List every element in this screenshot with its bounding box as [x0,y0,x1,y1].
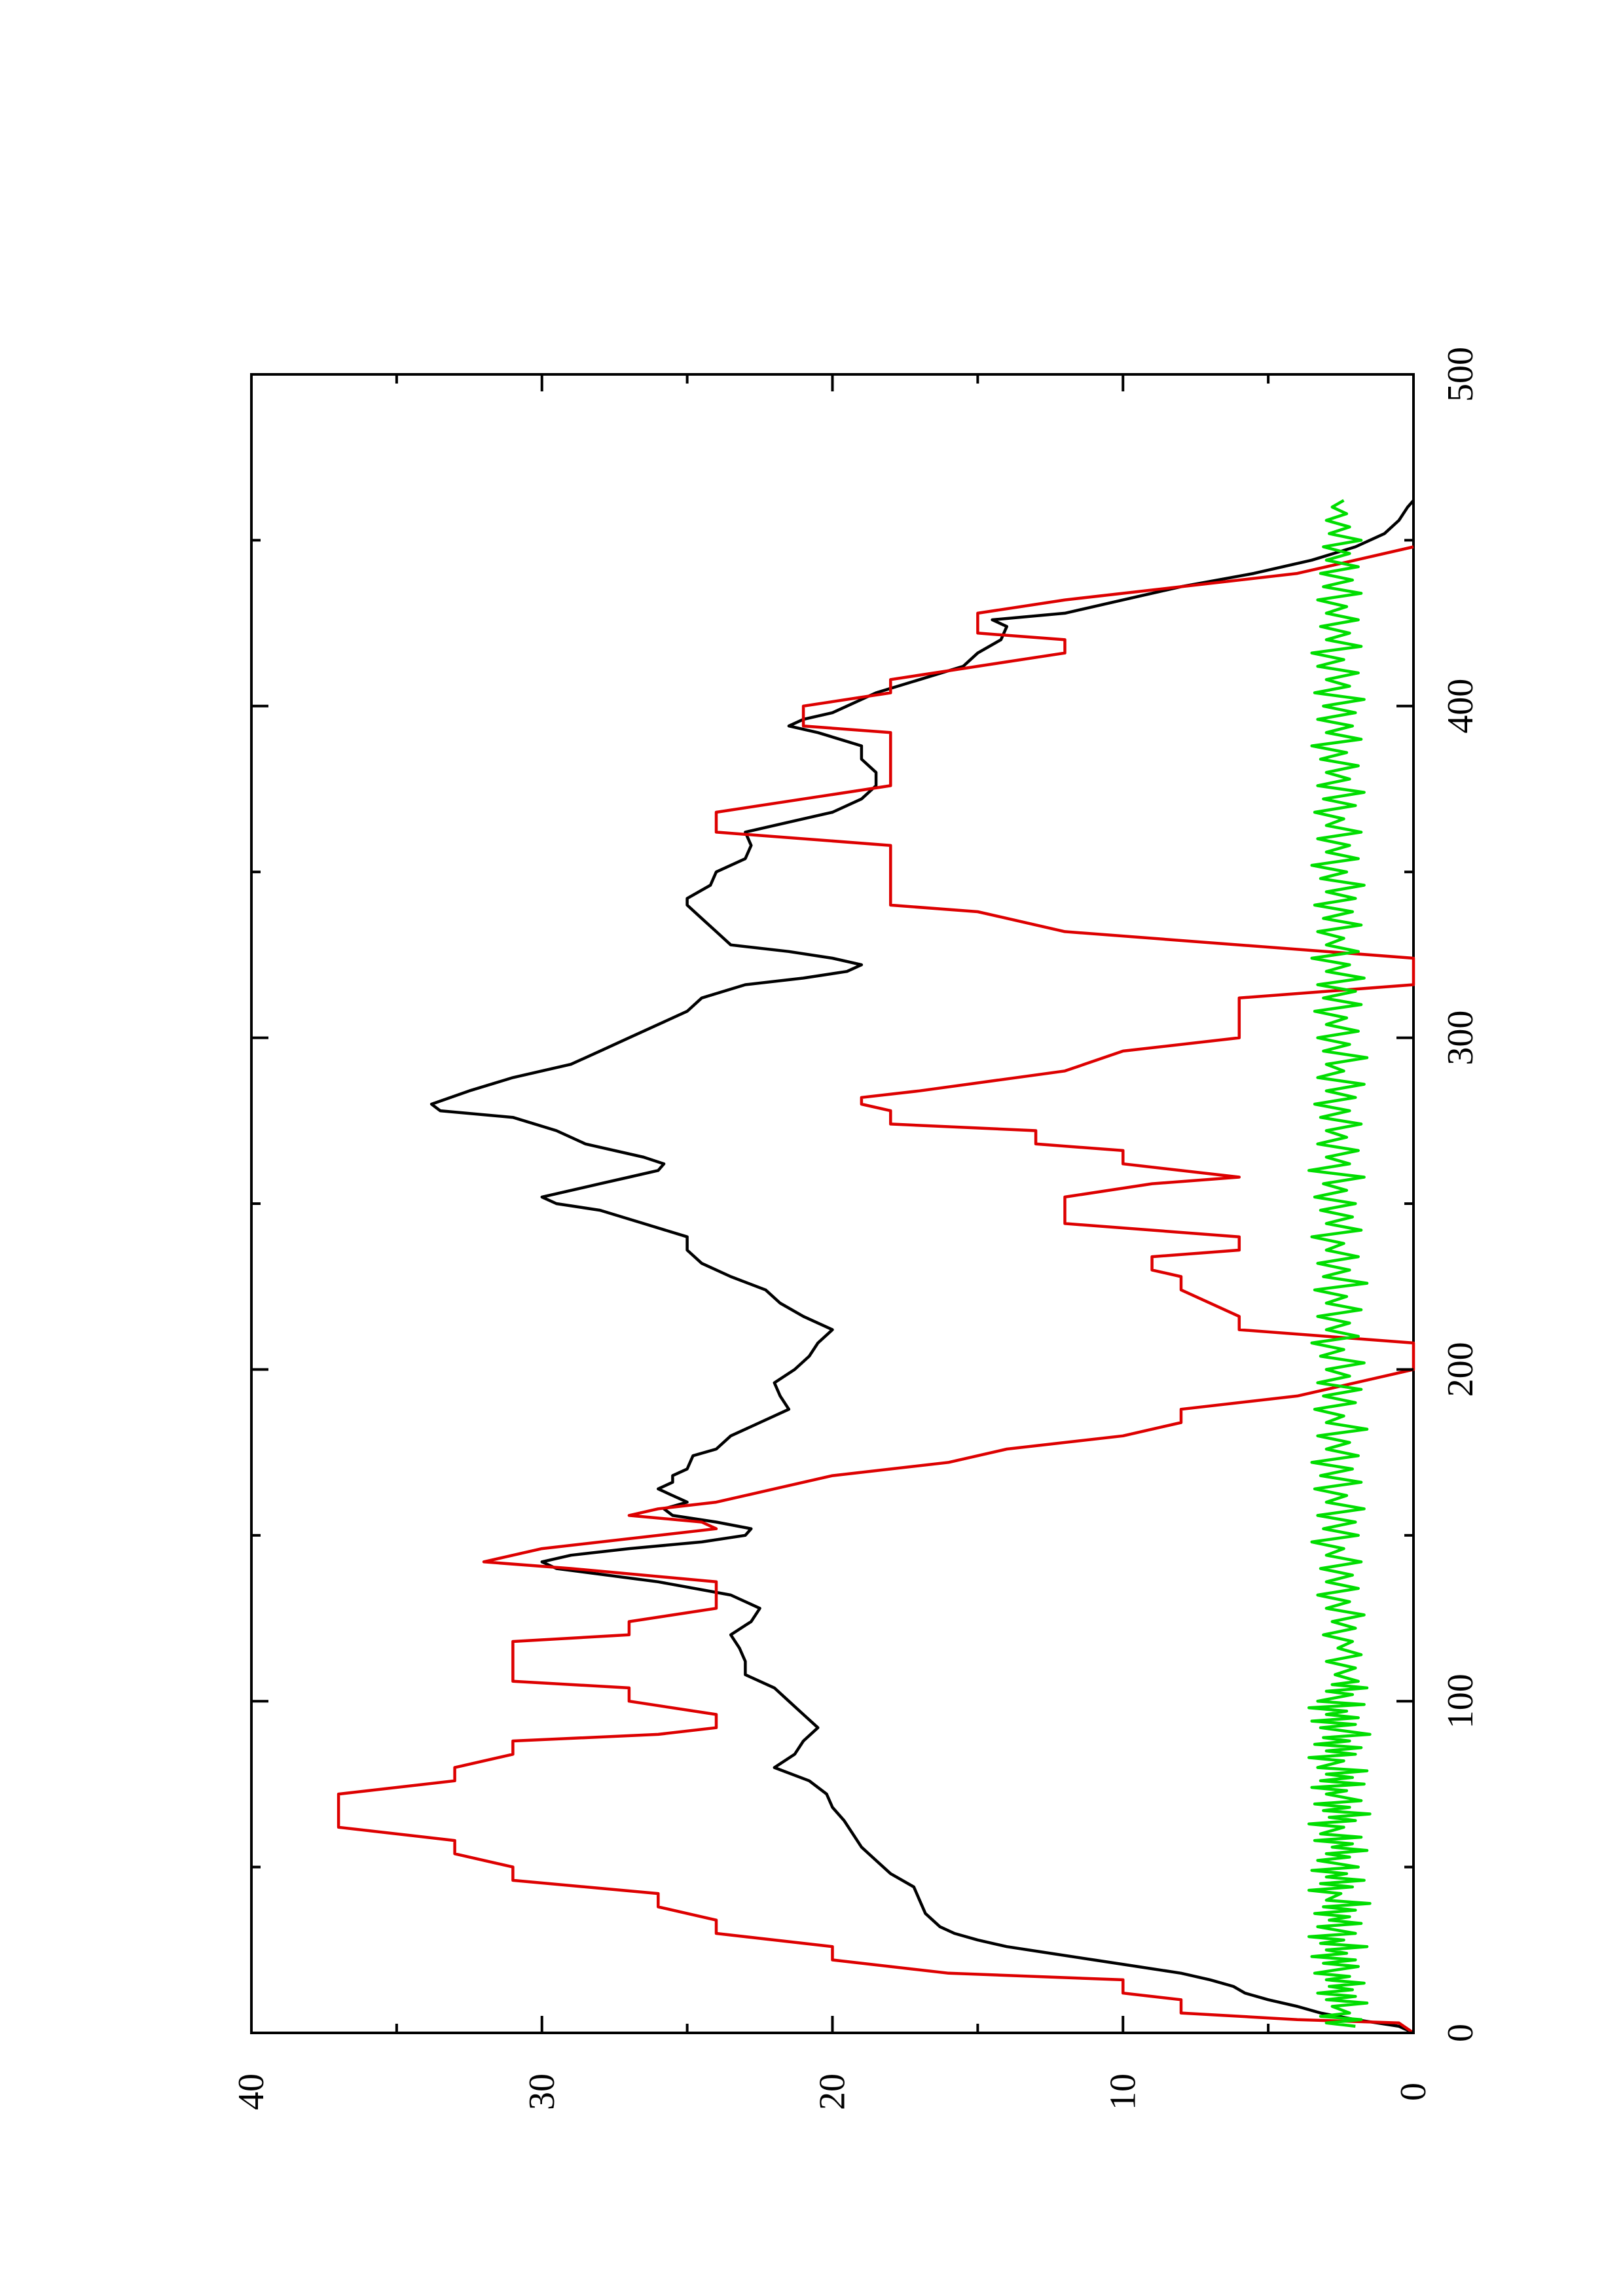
series-layer [337,499,1415,2035]
tick-labels: 0 100 200 300 400 500 0 10 20 30 40 [231,347,1481,2110]
y-tick-label: 30 [522,2073,562,2110]
plot-area [250,373,1415,2035]
x-tick-label: 200 [1440,1342,1481,1397]
y-tick-label: 20 [812,2073,853,2110]
series-line-2 [337,545,1415,2034]
x-tick-label: 500 [1440,347,1481,402]
y-tick-label: 10 [1103,2073,1143,2110]
series-line-3 [1307,499,1372,2028]
x-tick-label: 100 [1440,1674,1481,1729]
x-tick-label: 0 [1440,2024,1481,2042]
x-tick-label: 300 [1440,1011,1481,1066]
y-tick-label: 40 [231,2073,272,2110]
series-line-1 [429,499,1415,2035]
y-tick-label: 0 [1393,2083,1434,2101]
ticks-layer [250,373,1415,2034]
x-tick-label: 400 [1440,679,1481,734]
